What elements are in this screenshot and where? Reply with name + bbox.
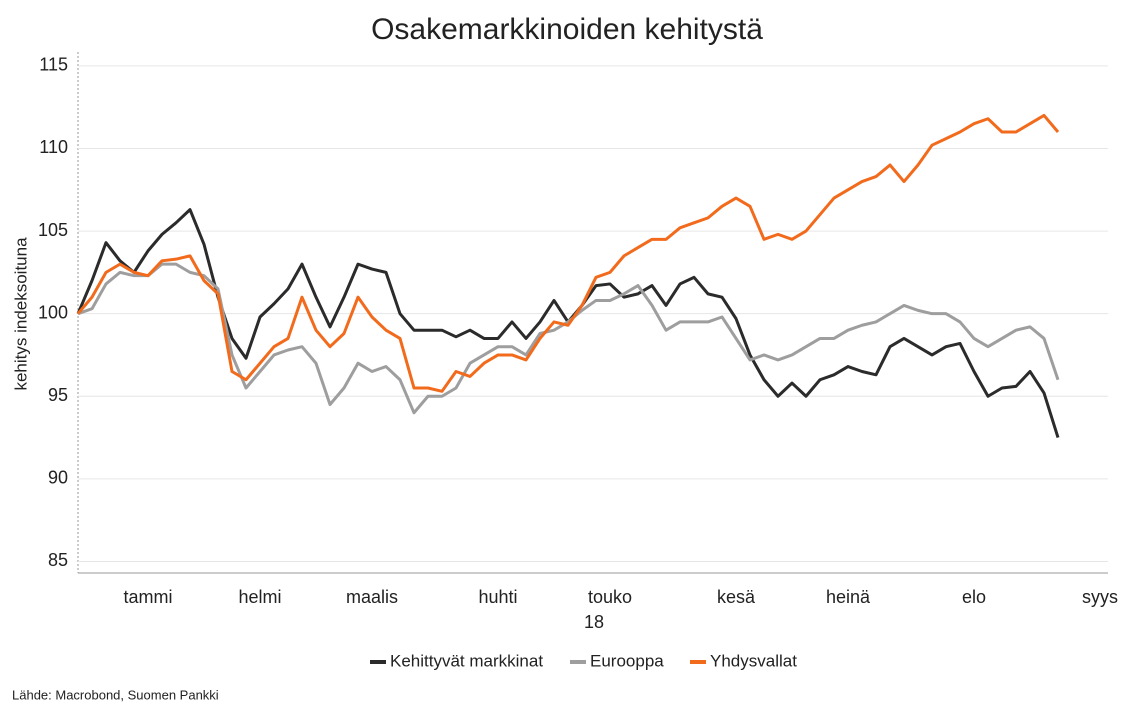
x-tick-label: huhti (478, 587, 517, 607)
y-tick-label: 85 (48, 550, 68, 570)
x-tick-label: syys (1082, 587, 1118, 607)
series-line (76, 113, 1060, 393)
x-tick-label: heinä (826, 587, 871, 607)
y-tick-label: 100 (38, 302, 68, 322)
x-sublabel: 18 (584, 612, 604, 632)
legend-label: Kehittyvät markkinat (390, 651, 543, 670)
x-tick-label: maalis (346, 587, 398, 607)
y-tick-label: 110 (39, 137, 68, 157)
y-tick-label: 95 (48, 385, 68, 405)
y-tick-label: 90 (48, 468, 68, 488)
x-tick-label: touko (588, 587, 632, 607)
y-tick-label: 105 (38, 220, 68, 240)
legend-label: Eurooppa (590, 651, 664, 670)
y-axis-label: kehitys indeksoituna (11, 237, 30, 391)
x-tick-label: elo (962, 587, 986, 607)
chart-title: Osakemarkkinoiden kehitystä (371, 13, 763, 46)
y-tick-label: 115 (39, 55, 68, 75)
source-note: Lähde: Macrobond, Suomen Pankki (12, 687, 219, 702)
x-tick-label: helmi (238, 587, 281, 607)
legend-label: Yhdysvallat (710, 651, 797, 670)
x-tick-label: tammi (124, 587, 173, 607)
x-tick-label: kesä (717, 587, 756, 607)
